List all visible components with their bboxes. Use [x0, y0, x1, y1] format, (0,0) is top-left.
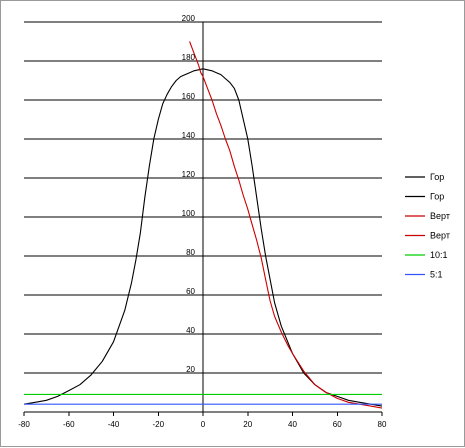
series-line-2	[189, 41, 204, 77]
axes	[23, 21, 383, 416]
series-line-3	[202, 76, 383, 409]
legend-entry-label: 10:1	[430, 250, 448, 260]
y-tick-label: 80	[186, 248, 195, 257]
x-tick-label: -80	[18, 420, 30, 429]
y-tick-label: 100	[182, 209, 196, 218]
x-tick-label: 20	[243, 420, 252, 429]
x-tick-label: -60	[63, 420, 75, 429]
tick-labels: 20 40 60 80 100 120 140 160 180 200 -80 -60 -40 -20 0 2…	[18, 14, 387, 429]
y-tick-label: 20	[186, 365, 195, 374]
legend-entry-label: Верт	[430, 231, 450, 241]
series-line-1	[202, 68, 383, 407]
x-tick-label: 40	[288, 420, 297, 429]
y-tick-label: 200	[182, 14, 196, 23]
y-tick-label: 120	[182, 170, 196, 179]
x-tick-label: -20	[152, 420, 164, 429]
x-tick-label: 60	[333, 420, 342, 429]
legend-entry-label: Гор	[430, 192, 444, 202]
legend: Гор Гор Верт Верт 10:1 5:1	[405, 172, 450, 280]
y-tick-label: 60	[186, 287, 195, 296]
legend-entry-label: 5:1	[430, 270, 443, 280]
x-tick-label: 80	[378, 420, 387, 429]
y-tick-label: 180	[182, 53, 196, 62]
legend-entry-label: Гор	[430, 172, 444, 182]
y-tick-label: 160	[182, 92, 196, 101]
y-tick-label: 140	[182, 131, 196, 140]
legend-entry-label: Верт	[430, 211, 450, 221]
y-tick-label: 40	[186, 326, 195, 335]
data-series	[23, 41, 383, 409]
x-tick-label: -40	[108, 420, 120, 429]
series-line-0	[23, 68, 204, 405]
x-tick-label: 0	[201, 420, 206, 429]
